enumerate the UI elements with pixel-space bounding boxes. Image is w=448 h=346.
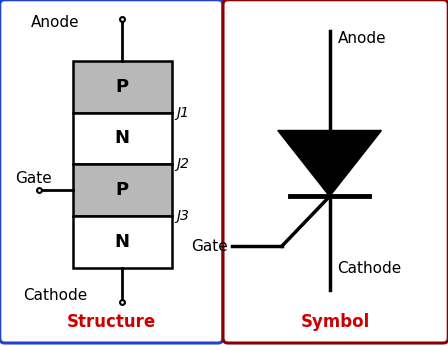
Text: P: P <box>116 78 129 95</box>
Text: Gate: Gate <box>15 171 52 186</box>
Text: P: P <box>116 181 129 199</box>
Text: J3: J3 <box>176 209 189 223</box>
FancyBboxPatch shape <box>223 0 448 343</box>
Text: Anode: Anode <box>338 31 386 46</box>
Bar <box>73 112 172 164</box>
Bar <box>73 164 172 216</box>
Text: N: N <box>115 129 130 147</box>
Text: Gate: Gate <box>191 239 228 254</box>
Text: Structure: Structure <box>67 313 156 331</box>
Text: Cathode: Cathode <box>338 261 402 276</box>
FancyBboxPatch shape <box>0 0 223 343</box>
Text: Cathode: Cathode <box>23 288 87 303</box>
Text: Symbol: Symbol <box>301 313 370 331</box>
Text: J1: J1 <box>176 106 189 119</box>
Text: Anode: Anode <box>30 15 79 30</box>
Text: N: N <box>115 233 130 251</box>
Bar <box>73 216 172 268</box>
Polygon shape <box>278 130 381 196</box>
Bar <box>73 61 172 112</box>
Text: J2: J2 <box>176 157 189 171</box>
